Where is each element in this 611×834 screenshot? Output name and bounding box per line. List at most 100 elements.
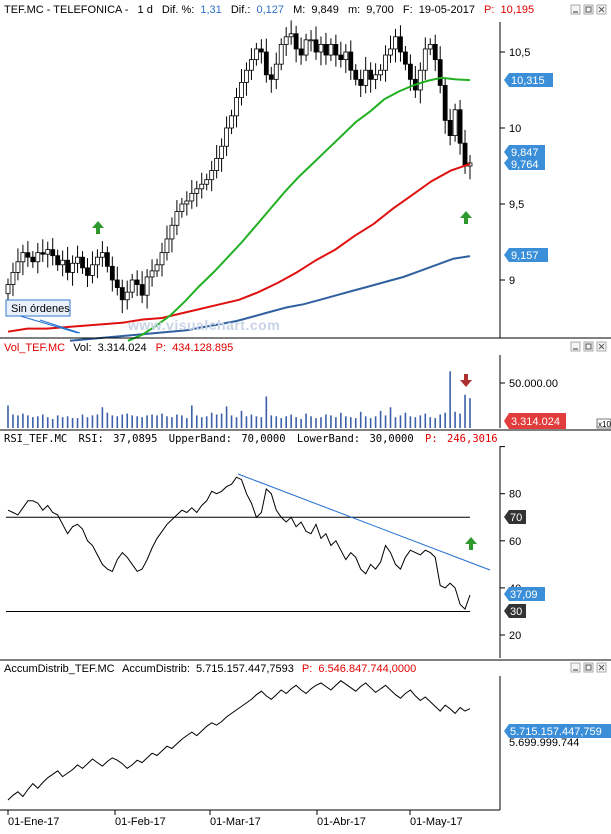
rsi-y-tick-label: 20 [509,630,521,642]
vol-multiplier-text: x10 [598,420,611,429]
rsi-name: RSI_TEF.MC [4,433,67,445]
vol-header: Vol_TEF.MC Vol: 3.314.024 P: 434.128.895 [4,342,233,354]
price-candle [398,25,403,62]
price-y-tick-label: 10,5 [509,47,530,59]
sin-ordenes-label: Sin órdenes [11,303,70,315]
rsi-label: RSI: [79,433,104,445]
price-candle [75,245,80,274]
price-candle [30,251,36,268]
price-candle [90,251,95,284]
min-value: 9,700 [366,4,394,16]
upper-label: UpperBand: [169,433,232,445]
vol-p-label: P: [156,342,166,354]
minimize-icon[interactable] [570,4,581,15]
price-candle [40,239,46,263]
price-candle [194,180,200,207]
price-candle [258,39,264,64]
price-candle [35,242,41,274]
dif-value: 0,127 [256,4,284,16]
price-candle [383,45,388,82]
price-candle [10,262,16,297]
vol-value-tag: 3.314.024 [504,413,566,429]
price-candle [278,38,284,71]
price-candle [80,251,85,274]
lower-value: 30,0000 [369,433,413,445]
close-icon[interactable] [596,4,607,15]
price-candle [169,217,175,253]
price-candle [184,191,190,216]
price-tag-ma3-text: 9,157 [511,250,539,262]
price-candles [5,20,473,314]
price-candle [95,249,100,279]
accum-header: AccumDistrib_TEF.MC AccumDistrib: 5.715.… [4,663,416,675]
price-candle [239,69,244,106]
vol-value-tag-text: 3.314.024 [511,416,560,428]
rsi-tag-value: 37,09 [504,587,545,601]
price-candle [109,256,115,292]
maximize-icon[interactable] [583,341,594,352]
vol-name: Vol_TEF.MC [4,342,65,354]
p-value: 10,195 [501,4,535,16]
moving-average-red [7,162,471,333]
accum-window-controls [570,662,607,673]
price-candle [353,64,359,86]
sin-ordenes-button[interactable]: Sin órdenes [5,299,71,317]
price-y-tick-label: 9 [509,275,515,287]
price-candle [318,36,324,66]
accum-value-tag-text: 5.715.157.447,759 [510,726,602,738]
price-candle [303,33,309,62]
x-axis: 01-Ene-17 01-Feb-17 01-Mar-17 01-Abr-17 01-M… [7,810,463,828]
price-candle [124,280,130,310]
minimize-icon[interactable] [570,662,581,673]
price-panel: TEF.MC - TELEFONICA - 1 d Dif. %: 1,31 D… [0,0,611,342]
price-candle [214,145,220,179]
rsi-line [7,476,471,610]
accum-p-label: P: [302,663,312,675]
price-candle [407,54,413,91]
price-candle [338,41,344,68]
minimize-icon[interactable] [570,341,581,352]
close-icon[interactable] [596,341,607,352]
maximize-icon[interactable] [583,662,594,673]
price-candle [70,255,75,286]
price-candle [313,26,319,60]
price-period: 1 d [138,4,153,16]
dif-pct-value: 1,31 [200,4,221,16]
price-candle [154,258,160,277]
max-label: M: [293,4,305,16]
price-candle [114,266,120,296]
price-candle [403,45,408,71]
rsi-tag-lower-text: 30 [510,606,522,618]
price-candle [427,38,433,56]
rsi-value: 37,0895 [113,433,157,445]
moving-average-blue [69,255,471,342]
accum-p-value: 6.546.847.744,0000 [318,663,416,675]
price-tag-ma3: 9,157 [504,248,548,262]
price-candle [179,197,185,218]
price-candle [348,40,354,80]
rsi-tag-upper: 70 [504,510,526,524]
price-candle [149,259,155,287]
rsi-p-label: P: [425,433,438,445]
price-tag-ma1-text: 10,315 [511,75,545,87]
close-icon[interactable] [596,662,607,673]
vol-axis-label: 50.000.00 [509,378,558,390]
price-candle [134,270,140,297]
rsi-tag-upper-text: 70 [510,512,522,524]
maximize-icon[interactable] [583,4,594,15]
price-candle [343,44,349,73]
date-value: 19-05-2017 [419,4,475,16]
price-candle [129,273,135,299]
price-candle [298,37,304,65]
dif-pct-label: Dif. %: [162,4,194,16]
x-tick-label: 01-Abr-17 [317,816,366,828]
price-candle [373,63,379,90]
moving-average-green [127,76,471,342]
price-candle [25,241,31,267]
accum-label: AccumDistrib: [122,663,190,675]
window-controls [570,4,607,15]
price-candle [442,77,448,134]
volume-bars [7,371,471,428]
dif-label: Dif.: [231,4,251,16]
